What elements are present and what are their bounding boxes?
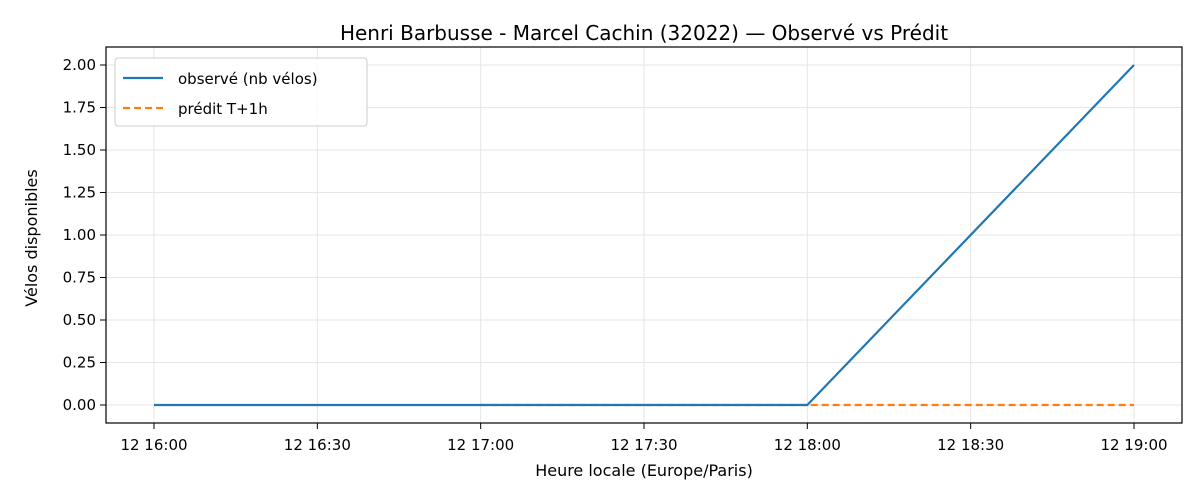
y-tick-label: 2.00 <box>63 56 96 74</box>
x-tick-label: 12 17:00 <box>447 436 514 454</box>
y-tick-label: 1.00 <box>63 226 96 244</box>
legend-box <box>114 57 368 127</box>
x-tick-label: 12 18:00 <box>774 436 841 454</box>
y-tick-label: 0.25 <box>63 354 96 372</box>
y-axis-label: Vélos disponibles <box>22 169 41 306</box>
y-tick-label: 1.25 <box>63 184 96 202</box>
x-tick-label: 12 18:30 <box>937 436 1004 454</box>
x-tick-label: 12 19:00 <box>1100 436 1167 454</box>
x-axis-label: Heure locale (Europe/Paris) <box>535 461 753 480</box>
x-tick-label: 12 17:30 <box>610 436 677 454</box>
legend-label-observe: observé (nb vélos) <box>178 70 318 88</box>
y-tick-label: 0.00 <box>63 396 96 414</box>
x-tick-label: 12 16:00 <box>120 436 187 454</box>
y-tick-label: 0.50 <box>63 311 96 329</box>
y-tick-label: 1.50 <box>63 141 96 159</box>
y-tick-label: 1.75 <box>63 99 96 117</box>
chart-title: Henri Barbusse - Marcel Cachin (32022) —… <box>340 21 948 45</box>
ticks: 12 16:00 12 16:30 12 17:00 12 17:30 12 18:00… <box>63 56 1168 454</box>
grid <box>106 47 1182 423</box>
series-layer <box>154 64 1135 407</box>
series-line-observe <box>154 64 1135 407</box>
legend: observé (nb vélos) prédit T+1h <box>114 57 368 127</box>
x-tick-label: 12 16:30 <box>284 436 351 454</box>
legend-label-predit: prédit T+1h <box>178 100 268 118</box>
y-tick-label: 0.75 <box>63 269 96 287</box>
